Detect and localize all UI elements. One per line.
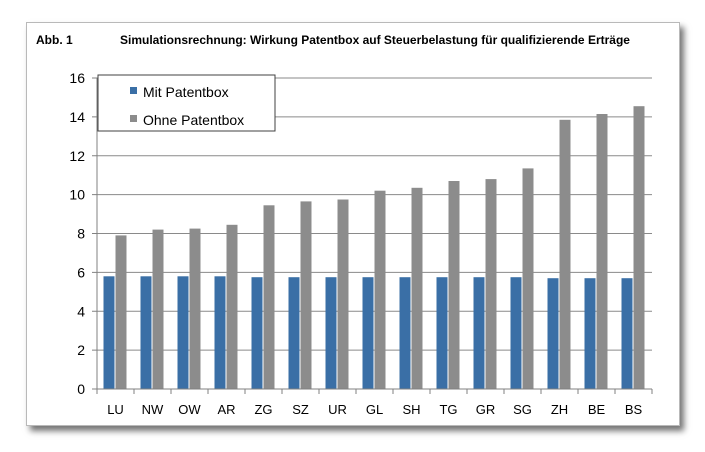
x-tick-label-AR: AR: [217, 402, 235, 417]
bar-mit-BE: [584, 278, 596, 389]
bar-mit-UR: [325, 277, 337, 389]
x-tick-label-GR: GR: [476, 402, 496, 417]
bar-mit-AR: [214, 276, 226, 389]
bar-ohne-ZG: [263, 205, 275, 389]
y-tick-label-10: 10: [69, 187, 85, 203]
x-tick-label-OW: OW: [178, 402, 201, 417]
bar-ohne-SG: [522, 168, 534, 389]
bar-ohne-ZH: [559, 119, 571, 390]
bar-mit-ZH: [547, 278, 559, 389]
x-tick-label-BE: BE: [588, 402, 606, 417]
bar-mit-NW: [140, 276, 152, 389]
legend-box: [97, 74, 276, 132]
axes: [92, 77, 653, 394]
x-tick-label-SH: SH: [402, 402, 420, 417]
bar-mit-TG: [436, 277, 448, 389]
bar-mit-SG: [510, 277, 522, 389]
bar-mit-BS: [621, 278, 633, 389]
x-tick-label-TG: TG: [439, 402, 457, 417]
x-tick-labels: LU NW OW AR ZG SZ UR GL SH TG GR SG ZH BE BS: [107, 402, 642, 417]
y-tick-label-6: 6: [77, 264, 85, 280]
x-tick-label-SG: SG: [513, 402, 532, 417]
y-tick-label-2: 2: [77, 342, 85, 358]
bar-ohne-SZ: [300, 201, 312, 389]
bar-mit-ZG: [251, 277, 263, 389]
y-tick-label-16: 16: [69, 70, 85, 86]
x-tick-label-BS: BS: [625, 402, 643, 417]
bar-ohne-NW: [152, 229, 164, 389]
bar-mit-SH: [399, 277, 411, 389]
bar-ohne-BS: [633, 106, 645, 389]
bar-ohne-GR: [485, 179, 497, 389]
bar-mit-OW: [177, 276, 189, 389]
y-tick-label-0: 0: [77, 381, 85, 397]
legend-label-ohne-patentbox: Ohne Patentbox: [143, 112, 244, 128]
bar-ohne-TG: [448, 181, 460, 389]
x-tick-label-NW: NW: [142, 402, 164, 417]
bar-ohne-BE: [596, 114, 608, 389]
y-tick-label-8: 8: [77, 226, 85, 242]
legend-swatch-ohne-patentbox: [130, 115, 137, 122]
figure-label: Abb. 1: [36, 33, 73, 47]
bar-ohne-UR: [337, 199, 349, 389]
figure-title: Simulationsrechnung: Wirkung Patentbox a…: [120, 33, 630, 47]
bar-mit-LU: [103, 276, 115, 389]
bar-ohne-GL: [374, 190, 386, 389]
x-tick-label-GL: GL: [366, 402, 383, 417]
x-tick-label-ZH: ZH: [551, 402, 568, 417]
bar-ohne-SH: [411, 187, 423, 389]
legend-label-mit-patentbox: Mit Patentbox: [143, 84, 229, 100]
x-tick-label-ZG: ZG: [254, 402, 272, 417]
bars: [103, 106, 645, 390]
y-tick-label-14: 14: [69, 109, 85, 125]
x-tick-label-SZ: SZ: [292, 402, 309, 417]
bar-ohne-OW: [189, 228, 201, 389]
bar-mit-GL: [362, 277, 374, 389]
y-tick-labels: 0 2 4 6 8 10 12 14 16: [69, 70, 85, 397]
y-tick-label-12: 12: [69, 148, 85, 164]
legend: Mit Patentbox Ohne Patentbox: [97, 74, 276, 132]
bar-mit-GR: [473, 277, 485, 389]
bar-mit-SZ: [288, 277, 300, 389]
bar-ohne-AR: [226, 224, 238, 389]
bar-ohne-LU: [115, 235, 127, 389]
x-tick-label-UR: UR: [328, 402, 347, 417]
x-tick-label-LU: LU: [107, 402, 124, 417]
legend-swatch-mit-patentbox: [130, 87, 137, 94]
y-tick-label-4: 4: [77, 303, 85, 319]
